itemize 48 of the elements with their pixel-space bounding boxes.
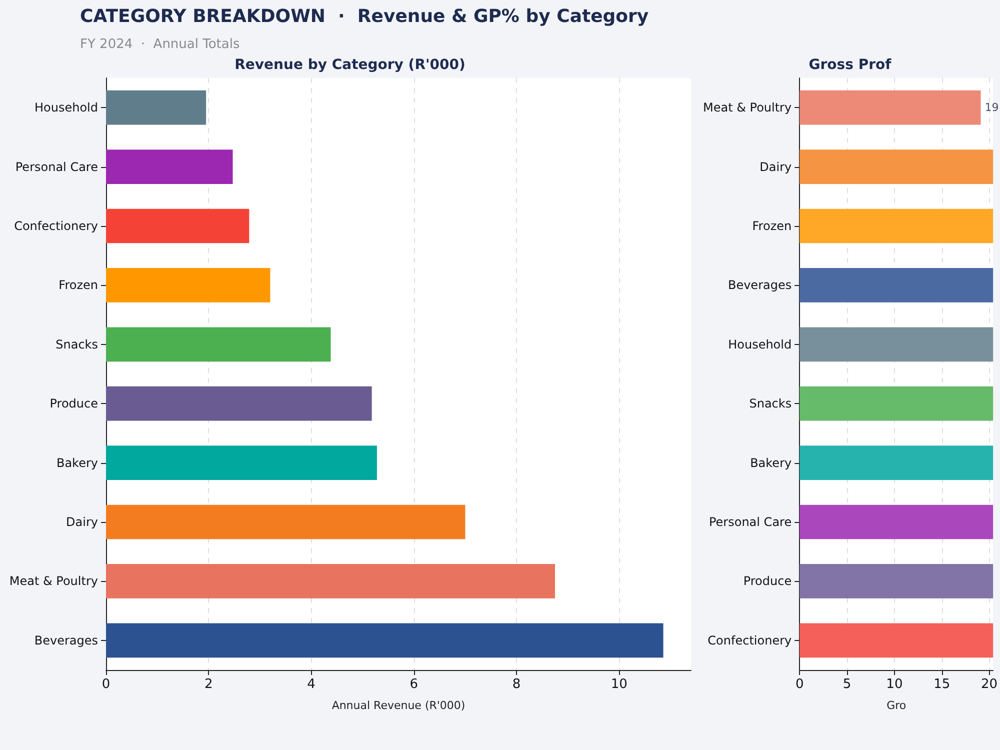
x-tick-label: 10 — [886, 677, 903, 692]
bar — [106, 90, 206, 125]
y-tick-label: Frozen — [752, 219, 792, 233]
bar — [106, 504, 466, 540]
x-tick-label: 15 — [934, 677, 950, 692]
y-tick-label: Meat & Poultry — [702, 100, 792, 115]
x-axis-title: Gro — [886, 699, 906, 712]
x-tick-label: 20 — [981, 677, 998, 692]
x-tick-label: 2 — [204, 677, 213, 692]
y-tick-label: Snacks — [56, 337, 98, 352]
data-label: 19 — [984, 101, 999, 114]
x-tick-label: 10 — [610, 677, 628, 692]
y-tick-label: Personal Care — [708, 515, 792, 529]
x-tick-label: 8 — [512, 677, 521, 692]
bar — [106, 268, 270, 302]
y-tick-label: Bakery — [56, 456, 98, 470]
bar — [106, 150, 233, 184]
y-tick-label: Confectionery — [708, 633, 792, 648]
x-tick-label: 5 — [842, 677, 852, 692]
bar — [106, 208, 250, 244]
y-tick-label: Meat & Poultry — [9, 574, 98, 588]
x-axis-title: Annual Revenue (R'000) — [332, 699, 466, 712]
x-tick-label: 0 — [102, 677, 110, 692]
y-tick-label: Produce — [50, 396, 98, 411]
bar — [106, 564, 556, 598]
y-tick-label: Bakery — [750, 456, 792, 470]
y-tick-label: Household — [34, 100, 98, 115]
text: FY 2024 · Annual Totals — [80, 37, 240, 52]
x-tick-label: 0 — [795, 677, 804, 692]
text: CATEGORY BREAKDOWN · Revenue & GP% by Category — [80, 6, 649, 27]
y-tick-label: Household — [728, 337, 792, 352]
x-tick-label: 4 — [307, 677, 316, 692]
y-tick-label: Beverages — [728, 278, 792, 292]
y-tick-label: Snacks — [749, 396, 792, 411]
y-tick-label: Beverages — [34, 633, 98, 648]
y-tick-label: Produce — [743, 574, 792, 588]
y-tick-label: Frozen — [58, 278, 98, 292]
bar — [106, 386, 372, 421]
bar — [106, 623, 664, 658]
y-tick-label: Personal Care — [15, 160, 98, 174]
y-tick-label: Dairy — [760, 160, 792, 174]
y-tick-label: Dairy — [66, 515, 98, 529]
chart-title: Gross Prof — [808, 57, 892, 73]
y-tick-label: Confectionery — [14, 219, 98, 233]
bar — [106, 327, 331, 362]
x-tick-label: 6 — [410, 677, 418, 692]
bar — [106, 446, 377, 480]
chart-title: Revenue by Category (R'000) — [234, 57, 466, 73]
